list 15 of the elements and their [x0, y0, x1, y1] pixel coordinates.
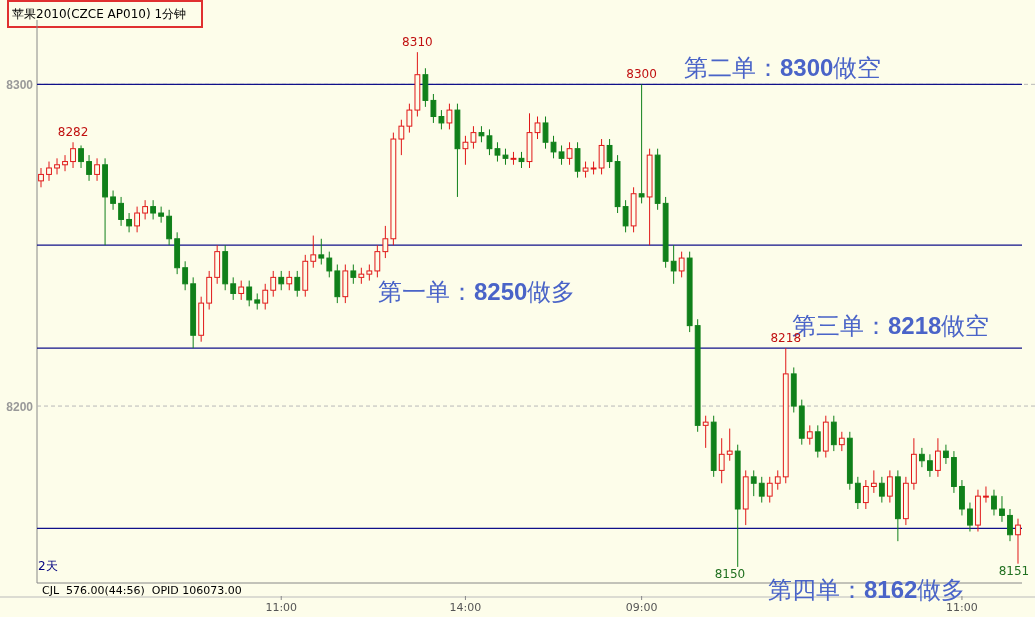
text: CJL 576.00(44:56) OPID 106073.00 [42, 584, 242, 597]
title: 苹果2010(CZCE AP010) 1分钟 [12, 7, 187, 21]
y-tick-label: 8200 [6, 400, 34, 415]
x-tick-label: 11:00 [265, 601, 298, 614]
annotation: 2天 [38, 559, 58, 573]
annotation: 8282 [57, 125, 89, 140]
annotation: 8300 [626, 67, 657, 82]
x-tick-label: 11:00 [946, 601, 978, 614]
ref-line-label: 第二单：8300做空 [684, 54, 882, 83]
annotation: 8151 [998, 564, 1030, 578]
x-tick-label: 14:00 [449, 601, 482, 614]
ref-line-label: 第一单：8250做多 [378, 278, 576, 307]
annotation: 8150 [714, 567, 746, 581]
annotation: 8310 [402, 35, 433, 50]
x-tick-label: 09:00 [625, 601, 658, 614]
